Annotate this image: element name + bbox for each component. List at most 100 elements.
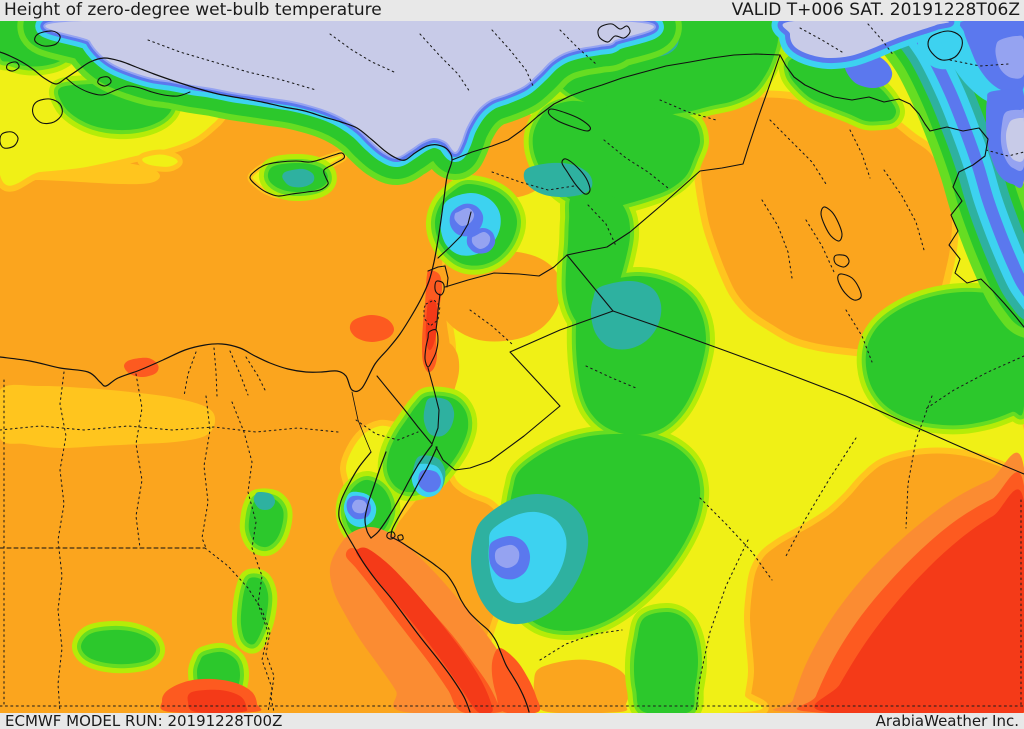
- admin-dotted-6: [867, 23, 895, 57]
- lavender-north-turkey: [45, 21, 654, 158]
- admin-dotted-28: [245, 356, 267, 393]
- green-saudi-bottom: [633, 611, 698, 713]
- admin-dotted-24: [923, 355, 1024, 411]
- teal-cyprus: [282, 168, 315, 188]
- border-turkey-syria: [451, 53, 781, 161]
- admin-dotted-0: [147, 39, 317, 91]
- top-title-bar: Height of zero-degree wet-bulb temperatu…: [0, 0, 1024, 21]
- border-iraq-saudi: [612, 310, 1024, 475]
- suez-canal: [351, 391, 372, 453]
- model-run-label: ECMWF MODEL RUN: 20191228T00Z: [5, 711, 283, 729]
- teal-e-desert-dot: [253, 491, 276, 510]
- admin-dotted-22: [785, 437, 857, 557]
- coast-gulf-suez-west: [338, 451, 471, 713]
- green-turkey-border-strip: [787, 56, 897, 122]
- red-aswan-core: [187, 689, 248, 713]
- admin-dotted-17: [469, 309, 513, 345]
- border-jordan-iraq: [566, 254, 614, 312]
- bottom-status-bar: ECMWF MODEL RUN: 20191228T00Z ArabiaWeat…: [0, 713, 1024, 729]
- admin-dotted-14: [805, 219, 835, 273]
- admin-dotted-12: [849, 129, 871, 179]
- yellow-spot-antalya-bay: [137, 149, 183, 172]
- border-lebanon-israel: [427, 265, 446, 272]
- admin-dotted-30: [135, 373, 143, 549]
- blue-negev-core: [418, 469, 442, 493]
- weather-map-svg: [0, 21, 1024, 713]
- green-right-edge: [865, 290, 1024, 426]
- admin-dotted-33: [231, 401, 273, 713]
- coast-saudi-red-sea: [390, 536, 530, 713]
- peri-lebanon-2: [471, 231, 491, 250]
- island-rhodes: [32, 98, 63, 125]
- coast-aegean-detail: [65, 77, 191, 97]
- lake-khabur: [561, 158, 591, 195]
- amber-patch-egypt: [0, 384, 216, 449]
- lavender-right-pocket: [1006, 117, 1024, 162]
- teal-ne-syria: [523, 162, 593, 198]
- border-layer: [0, 53, 1024, 549]
- lake-habbaniyah: [833, 254, 850, 268]
- lake-layer: [424, 23, 963, 368]
- lake-ataturk: [597, 23, 631, 43]
- map-canvas: [0, 21, 1024, 713]
- admin-dotted-25: [183, 351, 197, 397]
- lake-razzaza: [837, 273, 862, 301]
- admin-boundary-layer: [0, 23, 1024, 713]
- admin-dotted-37: [985, 149, 1024, 157]
- border-turkey-iraq-iran: [779, 54, 1024, 328]
- peri-ne-corner: [995, 35, 1024, 79]
- lake-assad: [547, 108, 591, 132]
- admin-dotted-westbank: [423, 299, 441, 327]
- admin-dotted-3: [491, 29, 535, 89]
- island-cyprus-outline: [249, 152, 346, 197]
- admin-dotted-2: [419, 33, 471, 93]
- green-e-desert-2: [240, 577, 269, 645]
- lake-tharthar: [820, 206, 843, 242]
- border-jordan-saudi: [435, 310, 614, 471]
- green-nile-1: [80, 629, 157, 665]
- admin-dotted-13: [883, 169, 925, 251]
- coast-mediterranean: [0, 51, 453, 392]
- island-3: [6, 61, 20, 72]
- border-jordan-river: [435, 293, 441, 331]
- lavender-ne-turkey: [782, 21, 950, 59]
- valid-time-label: VALID T+006 SAT. 20191228T06Z: [731, 0, 1020, 20]
- credit-label: ArabiaWeather Inc.: [875, 711, 1019, 729]
- redorange-n-israel-coast: [349, 314, 395, 342]
- admin-dotted-32: [0, 425, 339, 433]
- island-tiran-2: [397, 534, 404, 541]
- island-1: [34, 30, 61, 47]
- lake-galilee: [434, 280, 445, 296]
- admin-dotted-10: [659, 99, 717, 121]
- red-se-corner: [814, 489, 1024, 713]
- peri-saudi-core: [494, 544, 520, 568]
- border-lebanon-syria: [437, 211, 472, 259]
- orange-saudi-bottom-patch: [533, 659, 631, 713]
- border-golan: [444, 265, 449, 288]
- admin-dotted-21: [695, 539, 749, 713]
- border-arava: [427, 367, 440, 445]
- red-red-sea-core: [355, 547, 493, 713]
- admin-dotted-1: [329, 33, 395, 73]
- admin-dotted-11: [769, 119, 827, 185]
- coast-aqaba-east: [390, 446, 438, 538]
- border-syria-iraq: [566, 54, 781, 256]
- border-egypt-israel: [376, 375, 433, 445]
- admin-dotted-16: [845, 309, 873, 363]
- lake-dead-sea: [424, 329, 439, 368]
- admin-dotted-9: [587, 204, 617, 247]
- border-syria-jordan: [444, 254, 568, 288]
- admin-dotted-19: [539, 629, 623, 661]
- island-2: [0, 131, 19, 149]
- contour-fill-layer: [0, 21, 1024, 713]
- zagros-band-blue: [904, 21, 1024, 297]
- admin-dotted-31: [201, 395, 211, 549]
- admin-dotted-4: [559, 29, 597, 65]
- admin-dotted-8: [603, 139, 669, 189]
- coastline-layer: [0, 30, 530, 713]
- admin-dotted-34: [355, 419, 419, 441]
- lake-van: [927, 30, 963, 61]
- peri-sinai-dot: [351, 499, 368, 514]
- admin-dotted-29: [57, 371, 67, 713]
